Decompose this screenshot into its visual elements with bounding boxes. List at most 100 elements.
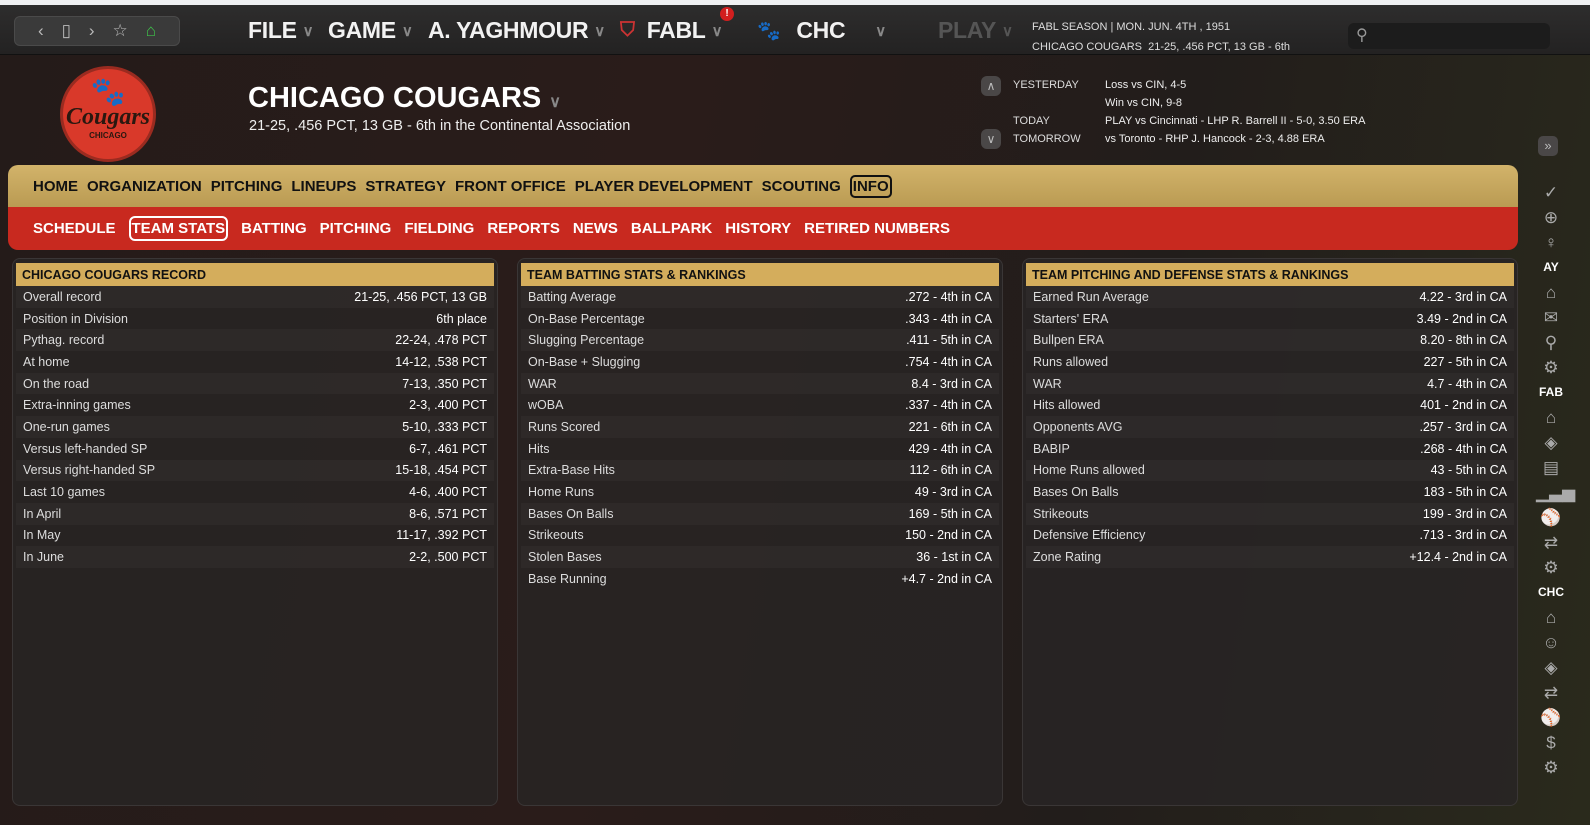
bar-chart-icon[interactable]: ▁▃▅ <box>1536 483 1576 502</box>
lightbulb-icon[interactable]: ♀ <box>1544 233 1558 252</box>
nav-item-organization[interactable]: ORGANIZATION <box>87 178 202 195</box>
chevron-down-icon: ∨ <box>875 22 886 40</box>
trade-icon[interactable]: ⇄ <box>1543 683 1559 702</box>
nav-item-schedule[interactable]: SCHEDULE <box>33 220 116 237</box>
stat-label: On-Base + Slugging <box>528 354 641 369</box>
primary-nav: HOME ORGANIZATION PITCHING LINEUPS STRATEGY F… <box>8 165 1518 208</box>
stat-value: 6-7, .461 PCT <box>409 441 487 456</box>
menu-team[interactable]: 🐾 CHC ∨ <box>757 17 898 44</box>
back-icon[interactable]: ‹ <box>37 21 44 40</box>
stat-label: Position in Division <box>23 311 128 326</box>
nav-item-batting[interactable]: BATTING <box>241 220 307 237</box>
stat-label: Versus left-handed SP <box>23 441 148 456</box>
schedule-label: TOMORROW <box>1013 133 1081 145</box>
stat-label: Extra-Base Hits <box>528 463 615 478</box>
mail-icon[interactable]: ✉ <box>1543 308 1559 327</box>
expand-sidebar-icon[interactable]: » <box>1538 136 1558 156</box>
stat-value: 221 - 6th in CA <box>908 419 992 434</box>
nav-item-strategy[interactable]: STRATEGY <box>365 178 446 195</box>
globe-icon[interactable]: ⊕ <box>1543 208 1559 227</box>
page-title[interactable]: CHICAGO COUGARS ∨ <box>248 82 561 115</box>
table-row: Base Running +4.7 - 2nd in CA <box>521 568 999 590</box>
stat-value: .754 - 4th in CA <box>905 354 992 369</box>
stat-label: On-Base Percentage <box>528 311 645 326</box>
stat-label: Bases On Balls <box>1033 485 1119 500</box>
play-button[interactable]: PLAY ∨ <box>938 17 1025 44</box>
chevron-down-icon: ∨ <box>711 22 723 40</box>
stat-value: 49 - 3rd in CA <box>914 485 992 500</box>
stat-value: 43 - 5th in CA <box>1430 463 1507 478</box>
table-row: Zone Rating +12.4 - 2nd in CA <box>1026 546 1514 568</box>
schedule-value: vs Toronto - RHP J. Hancock - 2-3, 4.88 … <box>1105 133 1325 145</box>
gear-icon[interactable]: ⚙ <box>1543 558 1559 577</box>
nav-item-history[interactable]: HISTORY <box>725 220 792 237</box>
star-icon[interactable]: ☆ <box>112 21 128 40</box>
league-logo-icon: ⛉ <box>620 19 635 41</box>
stat-value: 401 - 2nd in CA <box>1420 398 1507 413</box>
table-row: On-Base Percentage .343 - 4th in CA <box>521 308 999 330</box>
window-top-strip <box>0 0 1590 5</box>
id-card-icon[interactable]: ▤ <box>1542 458 1560 477</box>
menu-file[interactable]: FILE ∨ <box>248 17 325 44</box>
nav-item-retired-numbers[interactable]: RETIRED NUMBERS <box>804 220 950 237</box>
search-icon[interactable]: ⚲ <box>1544 333 1558 352</box>
nav-item-team-stats[interactable]: TEAM STATS <box>128 216 229 241</box>
page-icon[interactable]: ▯ <box>61 21 71 40</box>
schedule-down-button[interactable]: ∨ <box>981 129 1001 149</box>
home-icon[interactable]: ⌂ <box>1545 408 1557 427</box>
nav-item-player-development[interactable]: PLAYER DEVELOPMENT <box>574 178 753 195</box>
home-icon[interactable]: ⌂ <box>145 21 157 40</box>
check-icon[interactable]: ✓ <box>1543 183 1559 202</box>
search-input[interactable]: ⚲ <box>1348 23 1550 49</box>
stat-value: 14-12, .538 PCT <box>395 354 487 369</box>
forward-icon[interactable]: › <box>88 21 95 40</box>
nav-item-pitching[interactable]: PITCHING <box>319 220 392 237</box>
nav-item-news[interactable]: NEWS <box>572 220 618 237</box>
gear-icon[interactable]: ⚙ <box>1543 758 1559 777</box>
menu-league[interactable]: ⛉ FABL ∨ <box>620 17 734 44</box>
table-row: Hits allowed 401 - 2nd in CA <box>1026 394 1514 416</box>
baseball-icon[interactable]: ⚾ <box>1540 708 1562 727</box>
stat-label: Zone Rating <box>1033 550 1102 565</box>
schedule-up-button[interactable]: ∧ <box>981 76 1001 96</box>
season-record: 21-25, .456 PCT, 13 GB - 6th <box>1148 41 1290 53</box>
team-logo: 🐾 Cougars CHICAGO <box>60 66 156 162</box>
table-row: Overall record 21-25, .456 PCT, 13 GB <box>16 286 494 308</box>
browser-controls: ‹ ▯ › ☆ ⌂ <box>14 16 180 46</box>
stat-label: Hits <box>528 441 550 456</box>
gear-icon[interactable]: ⚙ <box>1543 358 1559 377</box>
menu-label: GAME <box>328 17 396 43</box>
nav-item-front-office[interactable]: FRONT OFFICE <box>454 178 566 195</box>
stat-value: .268 - 4th in CA <box>1420 441 1507 456</box>
menu-game[interactable]: GAME ∨ <box>328 17 425 44</box>
nav-item-lineups[interactable]: LINEUPS <box>291 178 357 195</box>
nav-item-fielding[interactable]: FIELDING <box>404 220 475 237</box>
panel-header: CHICAGO COUGARS RECORD <box>16 263 494 286</box>
nav-item-home[interactable]: HOME <box>33 178 78 195</box>
menu-manager[interactable]: A. YAGHMOUR ∨ <box>428 17 617 44</box>
stat-label: wOBA <box>528 398 564 413</box>
diamond-icon[interactable]: ◈ <box>1544 658 1558 677</box>
menu-label: CHC <box>796 17 846 43</box>
nav-item-scouting[interactable]: SCOUTING <box>761 178 841 195</box>
stat-value: .272 - 4th in CA <box>905 289 992 304</box>
table-row: Strikeouts 150 - 2nd in CA <box>521 525 999 547</box>
trade-icon[interactable]: ⇄ <box>1543 533 1559 552</box>
menu-label: A. YAGHMOUR <box>428 17 589 43</box>
home-icon[interactable]: ⌂ <box>1545 608 1557 627</box>
record-panel: CHICAGO COUGARS RECORD Overall record 21-2… <box>12 258 498 806</box>
nav-item-ballpark[interactable]: BALLPARK <box>630 220 713 237</box>
dollar-icon[interactable]: $ <box>1546 733 1556 752</box>
table-row: Extra-inning games 2-3, .400 PCT <box>16 394 494 416</box>
nav-item-pitching[interactable]: PITCHING <box>210 178 283 195</box>
stat-value: 5-10, .333 PCT <box>402 419 487 434</box>
nav-item-info[interactable]: INFO <box>849 175 892 198</box>
home-icon[interactable]: ⌂ <box>1545 283 1557 302</box>
schedule-value: Loss vs CIN, 4-5 <box>1105 79 1187 91</box>
diamond-icon[interactable]: ◈ <box>1544 433 1558 452</box>
coach-icon[interactable]: ☺ <box>1542 633 1560 652</box>
stat-value: 227 - 5th in CA <box>1423 354 1507 369</box>
nav-item-reports[interactable]: REPORTS <box>487 220 560 237</box>
baseball-icon[interactable]: ⚾ <box>1540 508 1562 527</box>
stat-label: Hits allowed <box>1033 398 1101 413</box>
